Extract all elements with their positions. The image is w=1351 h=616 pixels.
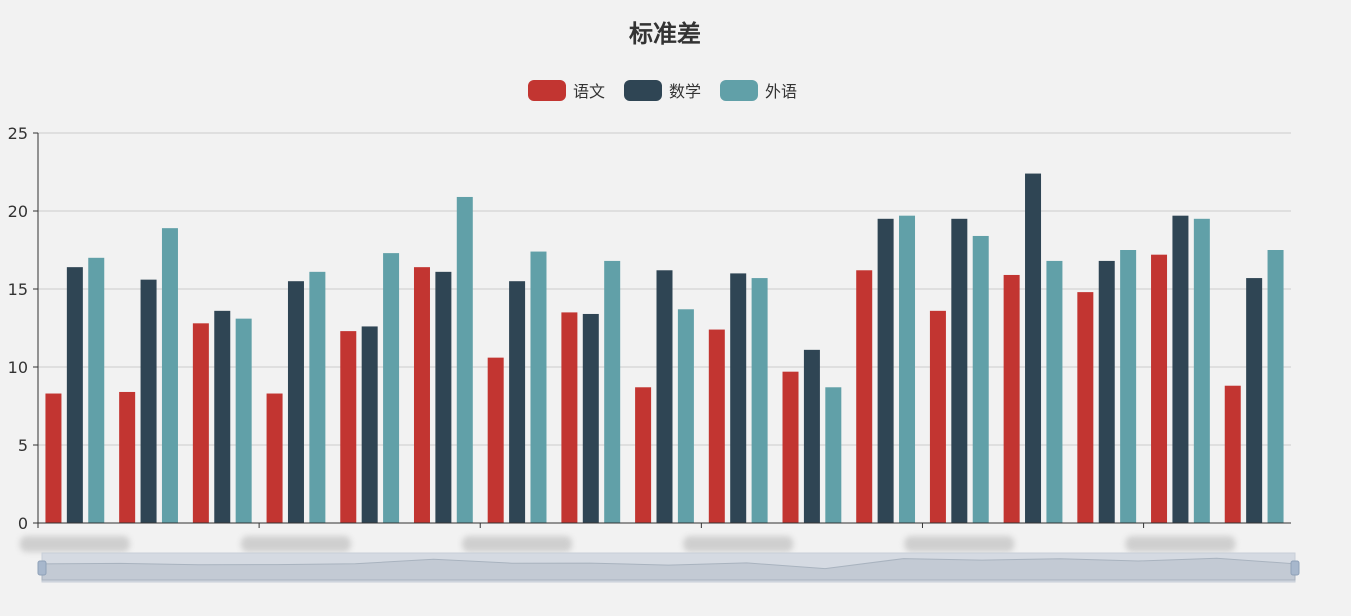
bar-外语-15 [1120, 250, 1137, 523]
bar-语文-4 [266, 393, 283, 523]
bar-外语-4 [309, 271, 326, 523]
bar-数学-10 [730, 273, 747, 523]
bar-外语-16 [1193, 218, 1210, 524]
legend-swatch [720, 80, 758, 101]
bar-外语-13 [972, 235, 989, 523]
y-tick-label: 0 [18, 514, 28, 533]
y-tick-label: 25 [8, 124, 28, 143]
bar-外语-12 [899, 215, 916, 523]
bar-语文-6 [413, 267, 430, 523]
bar-数学-1 [66, 267, 83, 523]
bar-语文-16 [1151, 254, 1168, 523]
data-zoom-left-handle[interactable] [37, 560, 47, 576]
bar-语文-10 [708, 329, 725, 523]
y-tick-label: 20 [8, 202, 28, 221]
legend[interactable]: 语文 数学 外语 [528, 80, 797, 101]
bar-外语-3 [235, 318, 252, 523]
bar-外语-6 [456, 196, 473, 523]
bar-外语-2 [161, 228, 178, 523]
bar-语文-5 [340, 331, 357, 523]
legend-label: 外语 [765, 82, 797, 101]
bar-语文-17 [1224, 385, 1241, 523]
legend-item-外语[interactable]: 外语 [720, 80, 797, 101]
bar-外语-17 [1267, 250, 1284, 523]
bar-数学-12 [877, 218, 894, 524]
bars [45, 173, 1284, 524]
bar-外语-14 [1046, 260, 1063, 523]
bar-语文-1 [45, 393, 62, 523]
bar-外语-5 [383, 253, 400, 523]
x-axis [19, 522, 1291, 552]
bar-语文-3 [192, 323, 209, 523]
data-zoom-preview [41, 557, 1296, 581]
x-tick-label [19, 536, 130, 552]
y-tick-label: 15 [8, 280, 28, 299]
x-tick-label [462, 536, 573, 552]
bar-外语-10 [751, 278, 768, 523]
legend-label: 数学 [669, 82, 701, 101]
bar-语文-7 [487, 357, 504, 523]
bar-数学-7 [509, 281, 526, 523]
bar-数学-5 [361, 326, 378, 523]
bar-语文-9 [635, 387, 652, 523]
x-tick-label [904, 536, 1015, 552]
data-zoom-slider[interactable] [37, 552, 1300, 583]
y-axis: 0 5 10 15 20 25 [8, 124, 39, 533]
bar-外语-11 [825, 387, 842, 523]
data-zoom-right-handle[interactable] [1290, 560, 1300, 576]
y-tick-label: 10 [8, 358, 28, 377]
bar-外语-1 [88, 257, 105, 523]
bar-数学-13 [951, 218, 968, 524]
bar-数学-6 [435, 271, 452, 523]
legend-swatch [528, 80, 566, 101]
legend-item-数学[interactable]: 数学 [624, 80, 701, 101]
bar-数学-16 [1172, 215, 1189, 523]
y-tick-label: 5 [18, 436, 28, 455]
bar-数学-8 [582, 313, 599, 523]
bar-语文-15 [1077, 292, 1094, 523]
bar-数学-2 [140, 279, 157, 523]
bar-数学-17 [1246, 278, 1263, 523]
bar-语文-8 [561, 312, 578, 523]
x-tick-label [1125, 536, 1236, 552]
x-tick-label [240, 536, 351, 552]
bar-外语-8 [604, 260, 621, 523]
bar-语文-14 [1003, 274, 1020, 523]
legend-swatch [624, 80, 662, 101]
bar-数学-9 [656, 270, 673, 523]
bar-数学-4 [287, 281, 304, 523]
legend-item-语文[interactable]: 语文 [528, 80, 605, 101]
bar-语文-13 [929, 310, 946, 523]
bar-数学-3 [214, 310, 231, 523]
bar-数学-15 [1098, 260, 1115, 523]
bar-数学-11 [803, 349, 820, 523]
legend-label: 语文 [573, 82, 605, 101]
bar-语文-2 [119, 391, 136, 523]
bar-语文-11 [782, 371, 799, 523]
chart-title: 标准差 [629, 20, 701, 48]
bar-数学-14 [1025, 173, 1042, 523]
bar-外语-7 [530, 251, 547, 523]
bar-外语-9 [677, 309, 694, 523]
bar-语文-12 [856, 270, 873, 523]
x-tick-label [683, 536, 794, 552]
